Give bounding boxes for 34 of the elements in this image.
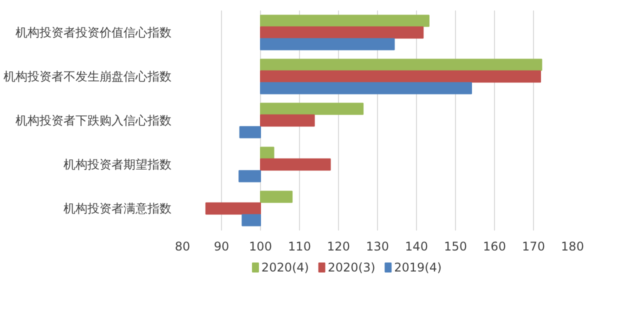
bar — [205, 202, 261, 215]
bar — [239, 126, 261, 138]
x-tick-label: 80 — [174, 240, 190, 254]
bar — [260, 190, 293, 203]
x-tick-label: 180 — [561, 240, 584, 254]
x-tick-label: 130 — [366, 240, 389, 254]
y-tick-label: 机构投资者不发生崩盘信心指数 — [4, 70, 172, 84]
bar — [260, 102, 364, 115]
y-tick-label: 机构投资者下跌购入信心指数 — [16, 114, 172, 128]
x-tick-label: 90 — [214, 240, 230, 254]
bar — [260, 14, 430, 27]
bar — [238, 170, 261, 182]
bar — [260, 70, 542, 83]
bar — [260, 26, 424, 39]
legend-label: 2020(3) — [328, 260, 376, 274]
x-tick-label: 150 — [444, 240, 467, 254]
y-tick-label: 机构投资者满意指数 — [64, 202, 172, 216]
x-tick-label: 120 — [327, 240, 350, 254]
bar — [260, 58, 542, 71]
x-tick-label: 160 — [483, 240, 506, 254]
bar — [260, 146, 274, 159]
bar — [260, 82, 472, 94]
y-tick-label: 机构投资者期望指数 — [64, 158, 172, 172]
x-tick-label: 110 — [288, 240, 311, 254]
legend-label: 2019(4) — [394, 260, 442, 274]
bar — [260, 114, 315, 127]
x-tick-label: 170 — [522, 240, 545, 254]
y-tick-label: 机构投资者投资价值信心指数 — [16, 26, 172, 40]
bar — [260, 38, 395, 50]
x-tick-label: 100 — [249, 240, 272, 254]
bar — [260, 158, 331, 171]
legend-label: 2020(4) — [261, 260, 309, 274]
bar — [242, 214, 261, 226]
x-tick-label: 140 — [405, 240, 428, 254]
